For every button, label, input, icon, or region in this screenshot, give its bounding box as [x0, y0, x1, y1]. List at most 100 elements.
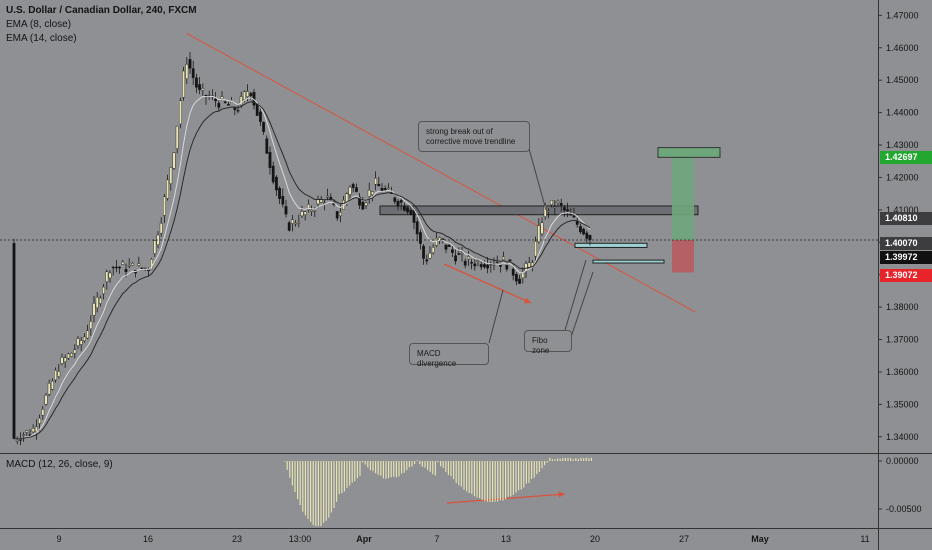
macd-bar	[510, 461, 512, 497]
price-tag-resistance: 1.40810	[880, 212, 932, 225]
macd-bar	[481, 461, 483, 500]
candle-body	[108, 272, 112, 279]
macd-bar	[341, 461, 343, 494]
candle-body	[271, 165, 275, 183]
candle-body	[31, 427, 35, 433]
macd-bar	[549, 457, 551, 461]
macd-bar	[494, 461, 496, 502]
candle-body	[572, 215, 576, 218]
target-box	[657, 147, 721, 158]
candle-body	[454, 255, 457, 262]
macd-bar	[364, 461, 366, 465]
candle-body	[412, 210, 416, 223]
candle-body	[511, 268, 515, 276]
macd-bar	[564, 458, 566, 461]
macd-legend[interactable]: MACD (12, 26, close, 9)	[6, 459, 113, 470]
candle-body	[178, 100, 182, 125]
candle-body	[249, 92, 253, 97]
candle-body	[467, 256, 470, 260]
candle-body	[15, 439, 19, 442]
candles-layer	[12, 51, 592, 446]
candle-body	[508, 259, 512, 262]
macd-bar	[567, 458, 569, 461]
macd-bar	[523, 461, 525, 488]
ema-layer	[13, 95, 591, 440]
candle-body	[483, 264, 486, 268]
ema-8-label[interactable]: EMA (8, close)	[6, 19, 72, 30]
candle-body	[60, 357, 64, 364]
candle-body	[98, 297, 102, 304]
macd-tick-label-1: -0.00500	[886, 504, 922, 514]
macd-bar	[356, 461, 358, 479]
macd-bar	[375, 461, 377, 474]
candle-body	[444, 244, 448, 250]
macd-bar	[531, 461, 533, 479]
candle-body	[226, 103, 230, 106]
candle-body	[559, 203, 563, 206]
candle-body	[521, 272, 525, 279]
candle-body	[371, 191, 374, 195]
candle-body	[124, 269, 128, 272]
candle-body	[303, 211, 307, 215]
macd-bar	[380, 461, 382, 476]
ema-8-line	[13, 95, 591, 440]
candle-body	[105, 271, 109, 283]
candle-body	[70, 353, 74, 357]
candle-body	[495, 262, 499, 264]
y-tick-label-9: 1.38000	[886, 302, 919, 312]
macd-bar	[575, 458, 577, 461]
macd-bar	[557, 458, 559, 461]
macd-bar	[299, 461, 301, 506]
candle-body	[348, 186, 352, 195]
ema-14-line	[13, 101, 591, 440]
price-divergence-arrow-head	[524, 297, 531, 304]
candle-body	[51, 380, 54, 390]
macd-bar	[536, 461, 538, 475]
candle-body	[287, 222, 291, 231]
ema-14-label[interactable]: EMA (14, close)	[6, 33, 77, 44]
candle-body	[89, 321, 93, 330]
candle-body	[447, 244, 451, 247]
macd-bar	[312, 461, 314, 526]
macd-bar	[427, 461, 429, 470]
y-tick-label-12: 1.35000	[886, 399, 919, 409]
candle-body	[121, 261, 125, 265]
candle-body	[460, 253, 464, 255]
macd-bar	[518, 461, 520, 491]
macd-bar	[562, 458, 564, 461]
macd-bar	[388, 461, 390, 479]
candle-body	[127, 265, 131, 267]
macd-bar	[551, 459, 553, 461]
candle-body	[95, 297, 99, 309]
candle-body	[114, 266, 118, 269]
note-trendline-break: strong break out of corrective move tren…	[418, 121, 530, 152]
macd-bar	[310, 461, 312, 522]
macd-bar	[416, 460, 418, 462]
candle-body	[316, 199, 320, 205]
macd-bar	[559, 458, 561, 461]
candle-body	[566, 209, 570, 212]
macd-bar	[349, 461, 351, 486]
candle-body	[534, 241, 538, 257]
candle-body	[63, 357, 67, 362]
connector-fibo-2	[569, 271, 594, 341]
candle-body	[82, 336, 86, 341]
macd-bar	[458, 461, 460, 486]
candle-body	[588, 235, 592, 241]
macd-bar	[440, 461, 442, 467]
macd-bar	[528, 461, 530, 483]
candle-body	[66, 353, 70, 359]
macd-bar	[473, 461, 475, 497]
candle-body	[57, 371, 61, 377]
candle-body	[275, 176, 278, 191]
macd-bar	[317, 461, 319, 526]
fibo-box-2	[592, 259, 665, 264]
candle-body	[35, 426, 38, 433]
macd-bar	[442, 461, 444, 468]
candle-body	[175, 125, 179, 149]
macd-bar	[512, 461, 514, 495]
candle-body	[422, 245, 425, 259]
symbol-title[interactable]: U.S. Dollar / Canadian Dollar, 240, FXCM	[6, 5, 197, 16]
candle-body	[137, 263, 141, 266]
candle-body	[374, 178, 377, 185]
